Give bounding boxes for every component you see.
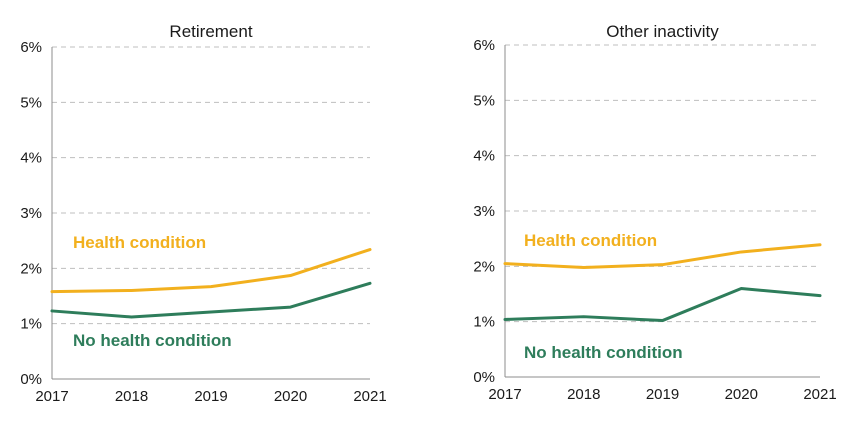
y-tick-label: 5% bbox=[20, 94, 42, 111]
series-label: No health condition bbox=[73, 331, 232, 350]
x-tick-label: 2020 bbox=[725, 386, 758, 403]
x-tick-label: 2021 bbox=[803, 386, 836, 403]
series-line bbox=[50, 281, 372, 319]
y-tick-label: 0% bbox=[473, 369, 495, 386]
series-label: No health condition bbox=[524, 343, 683, 362]
y-tick-label: 0% bbox=[20, 371, 42, 388]
chart-title: Other inactivity bbox=[606, 22, 719, 41]
y-tick-label: 4% bbox=[20, 150, 42, 167]
y-tick-label: 3% bbox=[473, 203, 495, 220]
y-tick-label: 3% bbox=[20, 205, 42, 222]
x-tick-label: 2018 bbox=[567, 386, 600, 403]
y-tick-label: 5% bbox=[473, 92, 495, 109]
x-tick-label: 2020 bbox=[274, 388, 307, 405]
series-line bbox=[50, 248, 372, 294]
y-tick-label: 6% bbox=[20, 39, 42, 56]
y-tick-label: 6% bbox=[473, 37, 495, 54]
x-tick-label: 2017 bbox=[488, 386, 521, 403]
x-tick-label: 2021 bbox=[353, 388, 386, 405]
y-tick-label: 1% bbox=[20, 316, 42, 333]
x-tick-label: 2018 bbox=[115, 388, 148, 405]
y-tick-label: 4% bbox=[473, 148, 495, 165]
other-inactivity-panel: Other inactivity 0% 1% 2% 3% 4% 5% 6% 2017 2018 20… bbox=[473, 22, 836, 403]
x-tick-label: 2019 bbox=[646, 386, 679, 403]
y-tick-label: 2% bbox=[20, 260, 42, 277]
y-tick-label: 2% bbox=[473, 258, 495, 275]
x-tick-label: 2017 bbox=[35, 388, 68, 405]
series-label: Health condition bbox=[524, 231, 657, 250]
retirement-panel: Retirement 0% 1% 2% 3% 4% 5% 6% 2017 2018 2019 2020… bbox=[20, 22, 386, 405]
series-line bbox=[503, 286, 822, 323]
chart-title: Retirement bbox=[169, 22, 252, 41]
x-tick-label: 2019 bbox=[194, 388, 227, 405]
series-line bbox=[503, 243, 822, 269]
series-label: Health condition bbox=[73, 233, 206, 252]
y-tick-label: 1% bbox=[473, 314, 495, 331]
